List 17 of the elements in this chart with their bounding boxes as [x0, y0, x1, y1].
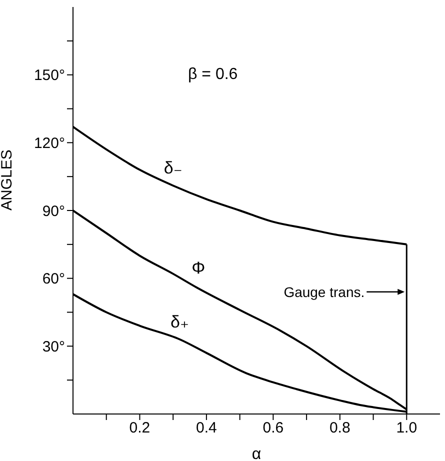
x-tick-label: 0.4 — [196, 420, 217, 437]
x-tick-label: 0.8 — [329, 420, 350, 437]
series-label: δ₋ — [164, 158, 182, 178]
x-tick-label: 0.2 — [129, 420, 150, 437]
y-tick-label: 120° — [34, 134, 65, 152]
y-tick-label: 60° — [42, 270, 65, 288]
y-axis-title: ANGLES — [0, 150, 16, 210]
series-label: Φ — [192, 258, 206, 278]
x-axis-title: α — [252, 446, 262, 461]
y-tick-label: 90° — [42, 202, 65, 220]
y-tick-label: 150° — [34, 67, 65, 84]
x-tick-label: 1.0 — [396, 420, 418, 437]
x-tick-label: 0.6 — [262, 420, 284, 437]
ref-line-label: Gauge trans. — [284, 284, 365, 300]
y-tick-label: 30° — [42, 338, 65, 356]
series-label: δ₊ — [170, 312, 189, 332]
annotation: β = 0.6 — [188, 66, 238, 83]
